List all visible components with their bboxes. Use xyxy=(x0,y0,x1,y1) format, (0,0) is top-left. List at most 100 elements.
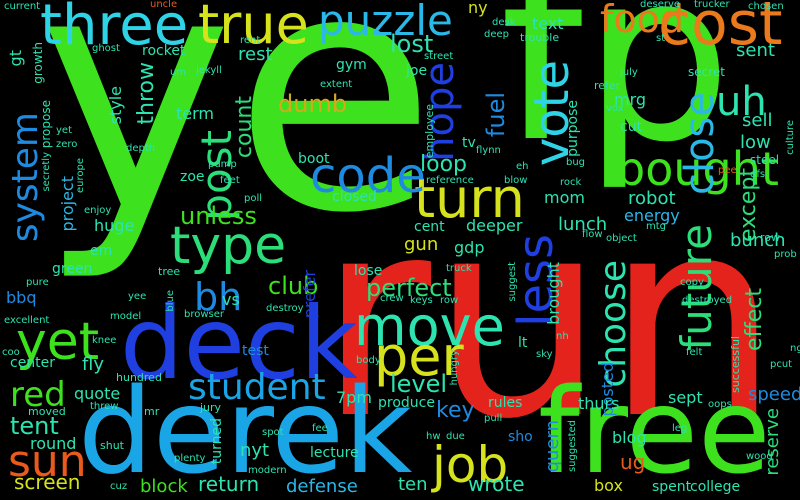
word-nh: nh xyxy=(556,331,569,342)
word-lecture: lecture xyxy=(310,445,359,461)
word-prob: prob xyxy=(774,249,797,260)
word-project: project xyxy=(58,176,77,232)
word-refer: refer xyxy=(594,79,621,92)
word-run: run xyxy=(318,159,780,479)
word-extent: extent xyxy=(320,79,353,90)
word-mrg: mrg xyxy=(614,90,647,109)
word-prefer: prefer xyxy=(300,270,319,319)
word-poll: poll xyxy=(244,193,263,204)
word-uh: uh xyxy=(716,79,767,125)
word-enjoy: enjoy xyxy=(84,205,112,216)
word-club: club xyxy=(268,272,319,300)
word-wood: wood xyxy=(746,451,773,462)
word-felt: felt xyxy=(686,347,703,358)
word-food: food xyxy=(600,0,684,41)
word-suggested: suggested xyxy=(567,420,578,473)
word-vs: vs xyxy=(222,290,240,309)
word-leg: leg xyxy=(672,423,688,434)
word-street: street xyxy=(424,51,454,62)
word-unless: unless xyxy=(180,202,257,230)
word-cent: cent xyxy=(414,219,445,235)
word-type: type xyxy=(170,216,287,276)
word-trouble: trouble xyxy=(520,31,560,44)
word-flow: flow xyxy=(582,229,603,240)
word-lose: lose xyxy=(354,263,383,279)
word-culture: culture xyxy=(785,120,796,155)
word-copy: copy xyxy=(680,277,704,288)
word-coo: coo xyxy=(2,347,20,358)
word-current: current xyxy=(4,1,41,12)
word-sell: sell xyxy=(742,110,773,131)
word-truck: truck xyxy=(446,263,472,274)
word-bbq: bbq xyxy=(6,288,37,307)
word-red: red xyxy=(10,375,66,415)
word-round: round xyxy=(30,434,77,453)
word-move: move xyxy=(354,295,505,358)
word-purpose: purpose xyxy=(565,100,581,157)
word-deep: deep xyxy=(484,29,509,40)
word-growth: growth xyxy=(31,42,45,84)
word-level: level xyxy=(390,370,448,398)
word-perfect: perfect xyxy=(366,274,452,302)
word-spot: spot xyxy=(262,427,284,438)
word-crew: crew xyxy=(380,293,404,304)
word-fuel: fuel xyxy=(482,92,510,138)
word-puzzle: puzzle xyxy=(318,0,453,45)
word-center: center xyxy=(10,355,56,371)
word-pump: pump xyxy=(208,159,237,170)
word-yet: yet xyxy=(16,312,100,372)
word-7pm: 7pm xyxy=(336,388,372,407)
word-sho: sho xyxy=(508,429,533,445)
word-style: style xyxy=(106,86,125,125)
word-fly: fly xyxy=(82,354,104,375)
word-dumb: dumb xyxy=(278,90,348,118)
word-green: green xyxy=(52,261,93,277)
word-ng: ng xyxy=(790,343,800,354)
word-keys: keys xyxy=(410,295,433,306)
word-spent: spent xyxy=(652,479,692,495)
word-throw: throw xyxy=(134,62,159,125)
word-college: college xyxy=(690,479,741,495)
word-pure: pure xyxy=(26,277,49,288)
word-sept: sept xyxy=(668,388,703,407)
word-zero: zero xyxy=(56,139,78,150)
word-student: student xyxy=(188,367,326,408)
word-three: three xyxy=(40,0,189,58)
word-fp: fp xyxy=(500,0,732,194)
word-pcut: pcut xyxy=(770,359,793,370)
word-vox: vox xyxy=(606,103,624,114)
word-reference: reference xyxy=(426,175,474,186)
word-joe: joe xyxy=(406,63,428,79)
word-yet-small: yet xyxy=(56,125,72,136)
word-deck: deck xyxy=(120,285,358,402)
word-produce: produce xyxy=(378,395,435,411)
word-turn: turn xyxy=(414,167,525,230)
word-derek: derek xyxy=(78,362,413,500)
word-lunch: lunch xyxy=(558,214,608,235)
word-return: return xyxy=(198,472,260,496)
word-em: em xyxy=(90,243,113,259)
word-hw: hw xyxy=(426,431,441,442)
word-ghost: ghost xyxy=(92,43,120,54)
word-code: code xyxy=(310,148,426,204)
word-deserve: deserve xyxy=(640,0,681,10)
word-excellent: excellent xyxy=(4,315,50,326)
word-plenty: plenty xyxy=(174,453,206,464)
word-knee: knee xyxy=(92,335,117,346)
word-hundred: hundred xyxy=(116,371,162,384)
word-ten: ten xyxy=(398,474,428,495)
word-robot: robot xyxy=(628,188,676,209)
word-speed: speed xyxy=(748,384,800,405)
word-defense: defense xyxy=(286,476,358,497)
word-europe: europe xyxy=(75,158,86,193)
word-energy: energy xyxy=(624,206,680,225)
word-destroyed: destroyed xyxy=(682,295,733,306)
word-true: true xyxy=(198,0,309,56)
word-feet: feet xyxy=(220,175,240,186)
word-boot: boot xyxy=(298,151,330,167)
word-gun: gun xyxy=(404,234,439,255)
word-yee: yee xyxy=(128,291,147,302)
word-cost: cost xyxy=(658,0,783,59)
word-closed: closed xyxy=(332,189,377,205)
